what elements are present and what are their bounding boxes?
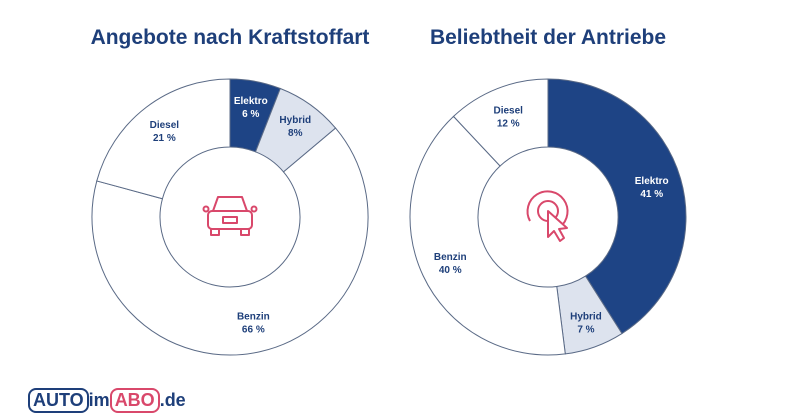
logo: AUTO im ABO .de [28, 388, 186, 413]
slice-label: Diesel [150, 120, 180, 131]
slice-value-label: 40 % [439, 265, 462, 276]
slice-label: Elektro [234, 96, 268, 107]
slice-value-label: 12 % [497, 119, 520, 130]
donut-slice-benzin [409, 115, 566, 356]
slice-value-label: 8% [288, 128, 303, 139]
chart-title-left: Angebote nach Kraftstoffart [90, 26, 370, 49]
slice-value-label: 21 % [153, 133, 176, 144]
donut-slice-diesel [452, 78, 549, 167]
slice-label: Hybrid [279, 115, 311, 126]
donut-slice-benzin [91, 127, 369, 356]
donut-slice-diesel [96, 78, 231, 200]
slice-label: Hybrid [570, 311, 602, 322]
slice-label: Benzin [434, 252, 467, 263]
slice-label: Benzin [237, 311, 270, 322]
slice-value-label: 6 % [242, 109, 259, 120]
slice-label: Elektro [635, 176, 669, 187]
car-icon [202, 196, 258, 236]
chart-title-right: Beliebtheit der Antriebe [429, 26, 667, 49]
slice-value-label: 41 % [640, 189, 663, 200]
click-pointer-icon [526, 190, 569, 242]
slice-value-label: 66 % [242, 324, 265, 335]
slice-label: Diesel [494, 106, 524, 117]
donut-charts: Elektro 6 % Hybrid 8% Benzin 66 % Diesel 21 % El… [91, 78, 687, 356]
slice-value-label: 7 % [577, 324, 594, 335]
donut-slice-elektro [547, 78, 687, 335]
